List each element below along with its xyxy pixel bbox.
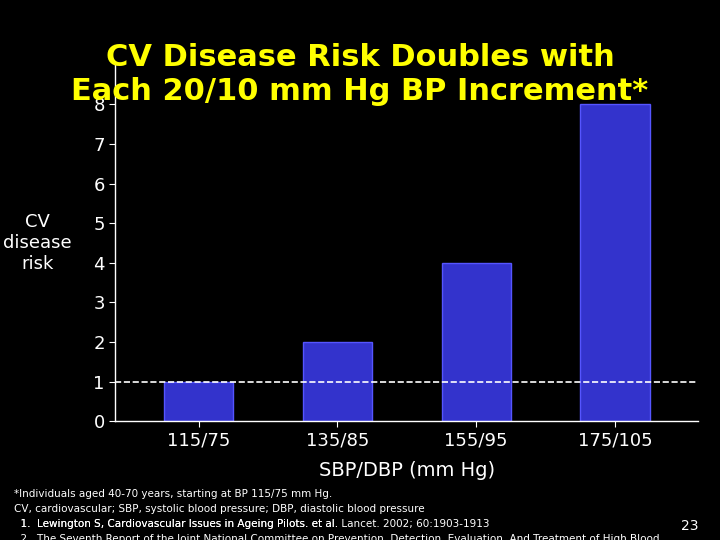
Bar bbox=[302, 342, 372, 421]
Text: 23: 23 bbox=[681, 519, 698, 533]
Y-axis label: CV
disease
risk: CV disease risk bbox=[4, 213, 72, 273]
Text: 1.  Lewington S, Cardiovascular Issues in Ageing Pilots. et al. Lancet. 2002; 60: 1. Lewington S, Cardiovascular Issues in… bbox=[14, 519, 490, 529]
Text: CV Disease Risk Doubles with
Each 20/10 mm Hg BP Increment*: CV Disease Risk Doubles with Each 20/10 … bbox=[71, 43, 649, 106]
Text: *Individuals aged 40-70 years, starting at BP 115/75 mm Hg.: *Individuals aged 40-70 years, starting … bbox=[14, 489, 333, 499]
Text: 1.  Lewington S, Cardiovascular Issues in Ageing Pilots. et al.: 1. Lewington S, Cardiovascular Issues in… bbox=[14, 519, 342, 529]
Bar bbox=[164, 382, 233, 421]
Text: CV, cardiovascular; SBP, systolic blood pressure; DBP, diastolic blood pressure: CV, cardiovascular; SBP, systolic blood … bbox=[14, 504, 425, 514]
X-axis label: SBP/DBP (mm Hg): SBP/DBP (mm Hg) bbox=[319, 461, 495, 480]
Bar bbox=[580, 104, 649, 421]
Text: 2.  The Seventh Report of the Joint National Committee on Prevention, Detection,: 2. The Seventh Report of the Joint Natio… bbox=[14, 534, 660, 540]
Bar bbox=[441, 263, 511, 421]
